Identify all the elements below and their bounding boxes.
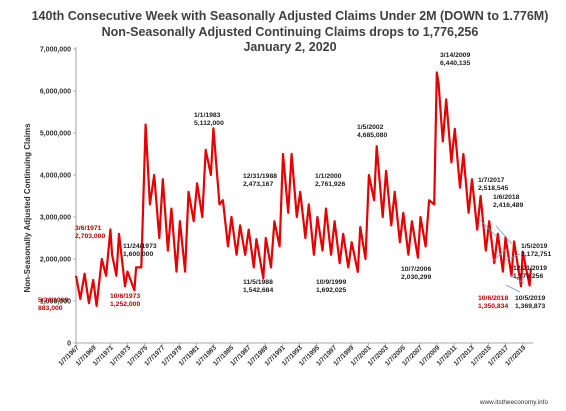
annotation-value: 2,761,926 [315,181,345,188]
series-layer [74,71,532,307]
annotation-date: 1/7/2017 [478,177,505,184]
annotation-date: 10/5/2019 [515,295,545,302]
pointer-arrow [491,249,506,263]
y-axis-label: Non-Seasonally Adjusted Continuing Claim… [23,123,32,293]
annotation-date: 1/5/2019 [521,243,548,250]
annotation-value: 1,692,025 [316,287,346,294]
annotation-date: 5/24/1969 [38,297,68,304]
annotation-date: 3/6/1971 [75,225,102,232]
annotation-date: 1/1/2000 [315,173,342,180]
annotation-date: 12/31/1988 [243,173,277,180]
annotation-value: 2,473,167 [243,181,273,188]
series-line-0 [74,71,532,307]
annotation-date: 3/14/2009 [440,52,470,59]
annotation-date: 10/6/1973 [110,293,140,300]
source-credit: www.itstheeconomy.info [479,399,549,406]
annotation-date: 10/6/2018 [478,295,508,302]
annotation-value: 1,369,873 [515,303,545,310]
annotation-arrows [479,219,525,293]
annotation-date: 10/9/1999 [316,279,346,286]
annotation-date: 1/5/2002 [357,124,384,131]
annotation-value: 5,112,000 [194,120,224,127]
annotation-value: 4,685,080 [357,132,387,139]
axes: 0 1,000,000 2,000,000 3,000,000 4,000,000 5,0… [40,46,533,368]
chart-title-line-2: Non-Seasonally Adjusted Continuing Claim… [102,25,479,39]
annotation-value: 883,000 [38,305,63,312]
annotation-date: 1/1/1983 [194,112,221,119]
y-tick-label: 7,000,000 [40,46,71,53]
y-tick-label: 6,000,000 [40,88,71,95]
pointer-arrow [509,274,525,284]
annotation-value: 1,350,834 [478,303,508,310]
annotation-value: 2,030,299 [401,274,431,281]
annotation-value: 2,416,489 [493,202,523,209]
pointer-arrow [505,253,521,261]
y-tick-label: 5,000,000 [40,130,71,137]
annotation-date: 11/5/1988 [243,279,273,286]
annotation-value: 1,542,684 [243,287,273,294]
annotation-value: 2,172,751 [521,251,551,258]
y-tick-label: 3,000,000 [40,214,71,221]
chart-title-line-3: January 2, 2020 [243,40,336,54]
chart-title-line-1: 140th Consecutive Week with Seasonally A… [32,9,549,23]
pointer-arrow [505,284,521,293]
annotation-value: 1,252,000 [110,301,140,308]
annotation-date: 11/24/1973 [123,243,157,250]
y-tick-label: 4,000,000 [40,172,71,179]
pointer-arrow [495,225,513,245]
annotation-date: 12/21/2019 [513,265,547,272]
annotation-value: 2,518,545 [478,185,508,192]
y-tick-label: 2,000,000 [40,256,71,263]
y-tick-label: 1,000,000 [40,298,71,305]
annotation-value: 1,776,256 [513,273,543,280]
y-tick-label: 0 [67,340,71,347]
annotation-date: 10/7/2006 [401,266,431,273]
annotation-value: 1,600,000 [123,251,153,258]
annotation-value: 6,440,135 [440,60,470,67]
annotation-date: 1/6/2018 [493,194,520,201]
pointer-arrow [479,219,497,237]
annotation-value: 2,703,000 [75,233,105,240]
